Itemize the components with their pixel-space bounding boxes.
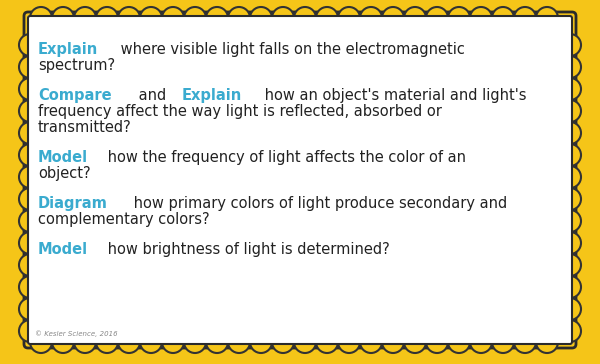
Circle shape bbox=[162, 331, 184, 353]
Circle shape bbox=[250, 7, 272, 29]
Circle shape bbox=[294, 331, 316, 353]
Circle shape bbox=[559, 320, 581, 342]
Circle shape bbox=[559, 298, 581, 320]
Circle shape bbox=[96, 7, 118, 29]
FancyBboxPatch shape bbox=[28, 16, 572, 344]
Text: transmitted?: transmitted? bbox=[38, 120, 132, 135]
Circle shape bbox=[294, 7, 316, 29]
Text: object?: object? bbox=[38, 166, 91, 181]
Circle shape bbox=[559, 188, 581, 210]
Text: Model: Model bbox=[38, 150, 88, 165]
Circle shape bbox=[559, 144, 581, 166]
Circle shape bbox=[338, 331, 360, 353]
Circle shape bbox=[448, 7, 470, 29]
Circle shape bbox=[74, 331, 96, 353]
Circle shape bbox=[19, 232, 41, 254]
Text: where visible light falls on the electromagnetic: where visible light falls on the electro… bbox=[116, 42, 465, 57]
Circle shape bbox=[30, 331, 52, 353]
Circle shape bbox=[118, 7, 140, 29]
Text: Model: Model bbox=[38, 242, 88, 257]
Circle shape bbox=[162, 7, 184, 29]
Circle shape bbox=[514, 7, 536, 29]
Circle shape bbox=[426, 7, 448, 29]
Circle shape bbox=[272, 7, 294, 29]
Circle shape bbox=[19, 298, 41, 320]
Circle shape bbox=[184, 331, 206, 353]
Circle shape bbox=[19, 320, 41, 342]
Circle shape bbox=[118, 331, 140, 353]
FancyBboxPatch shape bbox=[27, 15, 573, 345]
Circle shape bbox=[140, 7, 162, 29]
Text: spectrum?: spectrum? bbox=[38, 58, 115, 73]
Circle shape bbox=[19, 276, 41, 298]
Circle shape bbox=[228, 331, 250, 353]
Circle shape bbox=[559, 100, 581, 122]
Circle shape bbox=[19, 144, 41, 166]
Text: complementary colors?: complementary colors? bbox=[38, 212, 209, 227]
Circle shape bbox=[492, 7, 514, 29]
Circle shape bbox=[360, 331, 382, 353]
Circle shape bbox=[492, 331, 514, 353]
Circle shape bbox=[19, 56, 41, 78]
FancyBboxPatch shape bbox=[24, 12, 576, 348]
Circle shape bbox=[52, 7, 74, 29]
Circle shape bbox=[536, 331, 558, 353]
Circle shape bbox=[426, 331, 448, 353]
Circle shape bbox=[19, 100, 41, 122]
Circle shape bbox=[19, 254, 41, 276]
Circle shape bbox=[19, 210, 41, 232]
Circle shape bbox=[360, 7, 382, 29]
Circle shape bbox=[559, 166, 581, 188]
Circle shape bbox=[250, 331, 272, 353]
Circle shape bbox=[228, 7, 250, 29]
Circle shape bbox=[74, 7, 96, 29]
Circle shape bbox=[140, 331, 162, 353]
Text: Explain: Explain bbox=[182, 88, 242, 103]
Circle shape bbox=[272, 331, 294, 353]
Circle shape bbox=[448, 331, 470, 353]
Circle shape bbox=[559, 210, 581, 232]
Circle shape bbox=[19, 34, 41, 56]
Circle shape bbox=[19, 122, 41, 144]
Circle shape bbox=[96, 331, 118, 353]
Circle shape bbox=[184, 7, 206, 29]
Text: Diagram: Diagram bbox=[38, 196, 108, 211]
Text: how brightness of light is determined?: how brightness of light is determined? bbox=[103, 242, 390, 257]
Circle shape bbox=[559, 56, 581, 78]
Circle shape bbox=[338, 7, 360, 29]
Circle shape bbox=[514, 331, 536, 353]
Circle shape bbox=[404, 331, 426, 353]
Text: how primary colors of light produce secondary and: how primary colors of light produce seco… bbox=[129, 196, 507, 211]
Circle shape bbox=[19, 78, 41, 100]
Text: Compare: Compare bbox=[38, 88, 112, 103]
Circle shape bbox=[559, 78, 581, 100]
Text: frequency affect the way light is reflected, absorbed or: frequency affect the way light is reflec… bbox=[38, 104, 442, 119]
Circle shape bbox=[206, 331, 228, 353]
Circle shape bbox=[559, 232, 581, 254]
Circle shape bbox=[382, 7, 404, 29]
Circle shape bbox=[470, 331, 492, 353]
Circle shape bbox=[559, 122, 581, 144]
Circle shape bbox=[470, 7, 492, 29]
Text: how the frequency of light affects the color of an: how the frequency of light affects the c… bbox=[103, 150, 466, 165]
Circle shape bbox=[559, 254, 581, 276]
Circle shape bbox=[536, 7, 558, 29]
Circle shape bbox=[30, 7, 52, 29]
Circle shape bbox=[206, 7, 228, 29]
Text: and: and bbox=[134, 88, 170, 103]
Text: Explain: Explain bbox=[38, 42, 98, 57]
Circle shape bbox=[19, 166, 41, 188]
Circle shape bbox=[382, 331, 404, 353]
Circle shape bbox=[52, 331, 74, 353]
Text: how an object's material and light's: how an object's material and light's bbox=[260, 88, 526, 103]
Circle shape bbox=[316, 331, 338, 353]
Circle shape bbox=[559, 34, 581, 56]
Circle shape bbox=[404, 7, 426, 29]
Text: © Kesler Science, 2016: © Kesler Science, 2016 bbox=[35, 330, 118, 337]
Circle shape bbox=[559, 276, 581, 298]
Circle shape bbox=[19, 188, 41, 210]
Circle shape bbox=[316, 7, 338, 29]
